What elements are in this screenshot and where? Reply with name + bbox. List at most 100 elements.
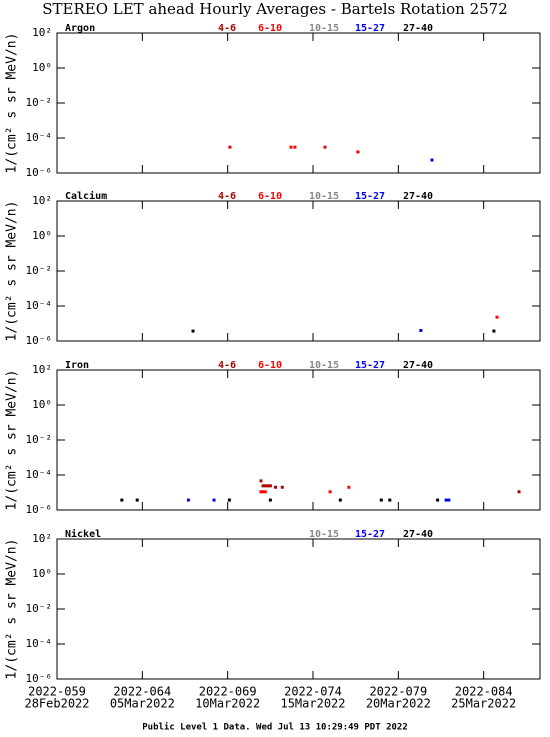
legend-entry: 27-40 [403,23,433,34]
plot-frame [56,200,541,342]
data-point [430,158,434,162]
y-tick-label: 10⁻² [26,264,53,277]
legend-entry: 10-15 [309,23,339,34]
y-tick-label: 10⁻⁴ [26,299,53,312]
legend-entry: 4-6 [218,23,236,34]
data-point [227,498,231,502]
legend-entry: 27-40 [403,191,433,202]
legend-entry: 10-15 [309,529,339,540]
plot-frame [56,32,541,174]
y-tick-label: 10⁰ [32,398,52,411]
data-point [280,485,284,489]
data-point [436,498,440,502]
data-point [379,498,383,502]
legend-entry: 6-10 [258,23,282,34]
x-tick-date: 28Feb2022 [24,697,89,711]
legend-entry: 15-27 [355,191,385,202]
y-tick-label: 10⁻² [26,433,53,446]
data-point [289,145,293,149]
data-point [259,479,263,483]
y-tick-label: 10⁻⁶ [26,672,53,685]
legend-entry: 4-6 [218,360,236,371]
data-point [356,150,360,154]
data-point [419,328,423,332]
data-point [212,498,216,502]
data-point [273,485,277,489]
x-tick-label: 2022-079 [369,685,427,699]
x-tick-date: 20Mar2022 [366,697,431,711]
data-point [263,490,267,494]
legend-entry: 15-27 [355,529,385,540]
data-point [388,498,392,502]
data-point [293,145,297,149]
y-tick-label: 10⁻⁴ [26,131,53,144]
data-point [263,484,267,488]
legend-entry: 4-6 [218,191,236,202]
x-tick-date: 05Mar2022 [110,697,175,711]
data-point [323,145,327,149]
y-axis-label: 1/(cm² s sr MeV/n) [5,33,20,174]
data-point [268,498,272,502]
y-tick-label: 10⁻⁶ [26,166,53,179]
plot-frame [56,538,541,680]
x-tick-label: 2022-084 [455,685,513,699]
y-tick-label: 10⁻² [26,96,53,109]
y-tick-label: 10² [32,26,52,39]
data-point [259,490,263,494]
panel-title: Calcium [65,190,107,202]
data-point [261,484,265,488]
y-tick-label: 10⁻⁶ [26,334,53,347]
y-tick-label: 10⁰ [32,567,52,580]
data-point [447,498,451,502]
x-tick-label: 2022-069 [199,685,257,699]
y-axis-label: 1/(cm² s sr MeV/n) [5,370,20,511]
y-tick-label: 10⁻⁴ [26,468,53,481]
legend-entry: 15-27 [355,360,385,371]
x-tick-label: 2022-074 [284,685,342,699]
legend-entry: 27-40 [403,529,433,540]
legend-entry: 15-27 [355,23,385,34]
y-tick-label: 10⁻⁶ [26,503,53,516]
data-point [186,498,190,502]
legend-entry: 27-40 [403,360,433,371]
legend-entry: 10-15 [309,191,339,202]
data-point [444,498,448,502]
y-tick-label: 10⁻⁴ [26,637,53,650]
y-tick-label: 10⁻² [26,602,53,615]
legend-entry: 6-10 [258,191,282,202]
data-point [135,498,139,502]
y-tick-label: 10⁰ [32,229,52,242]
data-point [492,329,496,333]
data-point [266,484,270,488]
panel-title: Argon [65,23,95,34]
footer: Public Level 1 Data. Wed Jul 13 10:29:49… [142,722,408,733]
panel-title: Iron [65,360,89,371]
page-title: STEREO LET ahead Hourly Averages - Barte… [42,0,508,18]
x-tick-date: 25Mar2022 [451,697,516,711]
data-point [495,315,499,319]
legend-entry: 10-15 [309,360,339,371]
legend-entry: 6-10 [258,360,282,371]
data-point [347,485,351,489]
panel-title: Nickel [65,528,101,540]
data-point [268,484,272,488]
y-tick-label: 10⁰ [32,61,52,74]
x-tick-date: 10Mar2022 [195,697,260,711]
x-tick-label: 2022-059 [28,685,86,699]
data-point [261,490,265,494]
x-tick-label: 2022-064 [113,685,171,699]
data-point [228,145,232,149]
x-tick-date: 15Mar2022 [280,697,345,711]
plot-frame [56,369,541,511]
data-point [191,329,195,333]
y-tick-label: 10² [32,363,52,376]
y-axis-label: 1/(cm² s sr MeV/n) [5,539,20,680]
data-point [328,490,332,494]
data-point [517,490,521,494]
y-tick-label: 10² [32,532,52,545]
data-point [120,498,124,502]
data-point [338,498,342,502]
y-tick-label: 10² [32,194,52,207]
y-axis-label: 1/(cm² s sr MeV/n) [5,201,20,342]
